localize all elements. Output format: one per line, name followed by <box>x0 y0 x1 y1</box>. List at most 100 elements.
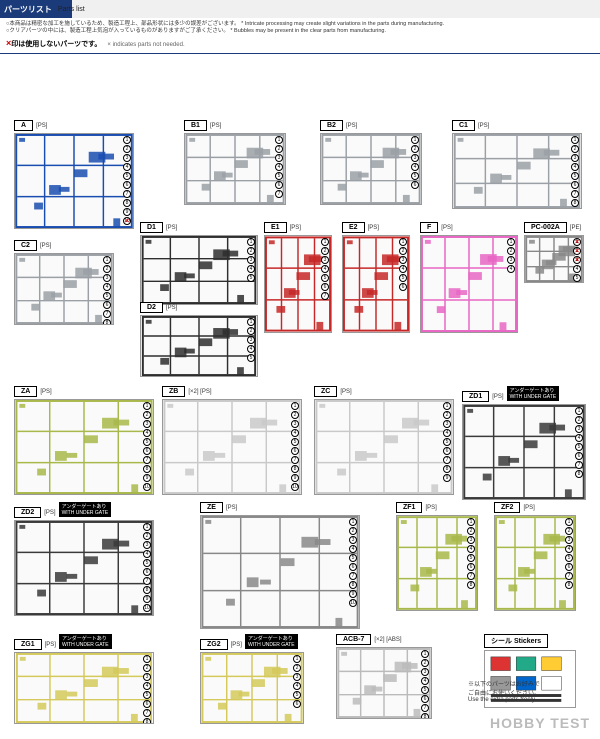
part-bubble: 2 <box>411 145 419 153</box>
part-bubble: 2 <box>443 411 451 419</box>
part-bubble: 8 <box>421 713 429 719</box>
part-bubble: 2 <box>143 664 151 672</box>
part-bubble: 7 <box>123 190 131 198</box>
sprue-diagram: 123456789 <box>314 399 454 495</box>
part-number-bubbles: 123456 <box>399 238 407 291</box>
part-bubble: 6 <box>291 447 299 455</box>
part-bubble: 1 <box>293 655 301 663</box>
part-bubble: 1 <box>421 650 429 658</box>
runner-material: [PS] <box>166 225 177 231</box>
part-bubble: 4 <box>247 345 255 353</box>
part-bubble: 6 <box>293 700 301 708</box>
part-bubble: 5 <box>293 691 301 699</box>
part-bubble: 1 <box>275 136 283 144</box>
part-bubble: 5 <box>291 438 299 446</box>
part-bubble: 9 <box>443 474 451 482</box>
part-bubble: 9 <box>123 208 131 216</box>
part-bubble: 4 <box>143 550 151 558</box>
part-bubble: 3 <box>143 541 151 549</box>
part-bubble: 7 <box>143 456 151 464</box>
part-bubble: 6 <box>443 447 451 455</box>
runner-D2: D2[PS]12345 <box>140 302 258 377</box>
part-bubble: 5 <box>123 172 131 180</box>
part-bubble: 8 <box>571 199 579 207</box>
part-bubble: 3 <box>321 256 329 264</box>
part-bubble: 10 <box>291 483 299 491</box>
runner-material: [PS] <box>441 225 452 231</box>
part-bubble: 1 <box>349 518 357 526</box>
header-title-jp: パーツリスト <box>4 4 52 15</box>
part-bubble: 4 <box>507 265 515 273</box>
sprue-diagram: 12345678910 <box>452 133 582 209</box>
sprue-diagram: 1234567 <box>184 133 286 205</box>
part-bubble: 7 <box>291 456 299 464</box>
runner-material: [PS] <box>40 243 51 249</box>
runner-label: ACB-7 <box>336 634 371 645</box>
part-bubble: 1 <box>507 238 515 246</box>
runner-B2: B2[PS]123456 <box>320 120 422 205</box>
sprue-diagram: 12345678910 <box>14 133 134 229</box>
part-bubble: 3 <box>421 668 429 676</box>
part-bubble: 7 <box>565 572 573 580</box>
part-bubble: 4 <box>411 163 419 171</box>
part-bubble: 7 <box>103 310 111 318</box>
part-number-bubbles: 12345 <box>247 318 255 362</box>
part-bubble: 3 <box>443 420 451 428</box>
runner-ZB: ZB[×2] [PS]12345678910 <box>162 386 302 495</box>
part-bubble: 1 <box>575 407 583 415</box>
sprue-diagram: 12345 <box>140 235 258 305</box>
runner-label: D1 <box>140 222 163 233</box>
runner-material: [PS] <box>346 123 357 129</box>
part-bubble: 7 <box>467 572 475 580</box>
runner-material: [PS] <box>340 389 351 395</box>
part-number-bubbles: 12345678 <box>467 518 475 589</box>
sprue-diagram: 12345678 <box>462 404 586 500</box>
part-number-bubbles: 12345678910 <box>291 402 299 491</box>
runner-ZA: ZA[PS]12345678910 <box>14 386 154 495</box>
part-number-bubbles: 12345678910 <box>349 518 357 607</box>
part-bubble: 1 <box>565 518 573 526</box>
stickers-label: シール Stickers <box>484 634 548 648</box>
sprue-diagram: 12345678 <box>14 253 114 325</box>
part-bubble: 2 <box>247 327 255 335</box>
part-bubble: 4 <box>467 545 475 553</box>
part-bubble: 5 <box>321 274 329 282</box>
undergate-badge: アンダーゲートありWITH UNDER GATE <box>245 634 298 649</box>
part-bubble: 1 <box>143 655 151 663</box>
sprue-diagram: 123456 <box>320 133 422 205</box>
runner-label: A <box>14 120 33 131</box>
part-bubble: 2 <box>467 527 475 535</box>
sprue-diagram: 1234567 <box>264 235 332 333</box>
part-bubble: 3 <box>349 536 357 544</box>
part-bubble: 8 <box>291 465 299 473</box>
undergate-badge: アンダーゲートありWITH UNDER GATE <box>507 386 560 401</box>
part-number-bubbles: 12345678910 <box>143 523 151 612</box>
runner-ZG1: ZG1[PS]アンダーゲートありWITH UNDER GATE123456789… <box>14 634 154 724</box>
runner-material: [PS] <box>45 642 56 648</box>
part-bubble: 3 <box>571 154 579 162</box>
part-bubble: 9 <box>349 590 357 598</box>
footer-note: ※以下のパーツはお好みで ご自由にお使いください。 Use the extra … <box>468 679 540 703</box>
sprue-diagram: 12345678 <box>494 515 576 611</box>
runner-label: ZG2 <box>200 639 228 650</box>
part-bubble: 6 <box>143 447 151 455</box>
part-bubble: 5 <box>411 172 419 180</box>
runner-label: E1 <box>264 222 287 233</box>
part-bubble: 4 <box>123 163 131 171</box>
runner-label: B1 <box>184 120 207 131</box>
sprue-diagram: 12345678 <box>336 647 432 719</box>
part-bubble: 2 <box>575 416 583 424</box>
part-number-bubbles: 123456789 <box>443 402 451 482</box>
runner-ZD2: ZD2[PS]アンダーゲートありWITH UNDER GATE123456789… <box>14 502 154 616</box>
part-bubble: 6 <box>123 181 131 189</box>
part-number-bubbles: 123456 <box>411 136 419 189</box>
part-bubble: 7 <box>575 461 583 469</box>
part-bubble: 9 <box>291 474 299 482</box>
part-bubble: 3 <box>411 154 419 162</box>
runner-material: [PS] <box>44 510 55 516</box>
part-bubble: 3 <box>247 336 255 344</box>
sprue-diagram: 12345678910 <box>162 399 302 495</box>
part-bubble: 1 <box>247 318 255 326</box>
part-number-bubbles: 123456 <box>293 655 301 708</box>
runner-ZG2: ZG2[PS]アンダーゲートありWITH UNDER GATE123456 <box>200 634 304 724</box>
